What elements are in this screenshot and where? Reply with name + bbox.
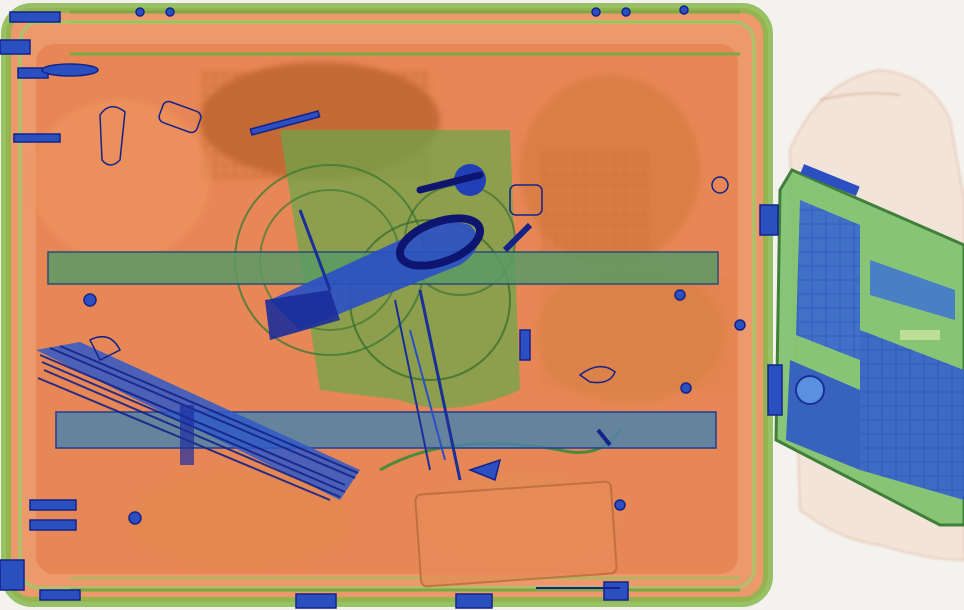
handheld-device — [265, 164, 486, 481]
clothing-mass — [30, 62, 730, 570]
rods-bundle — [36, 342, 360, 501]
suitcase-hardware — [0, 5, 783, 609]
laptop — [774, 164, 964, 527]
shoe-box — [414, 480, 618, 588]
small-metal-parts — [83, 100, 746, 525]
